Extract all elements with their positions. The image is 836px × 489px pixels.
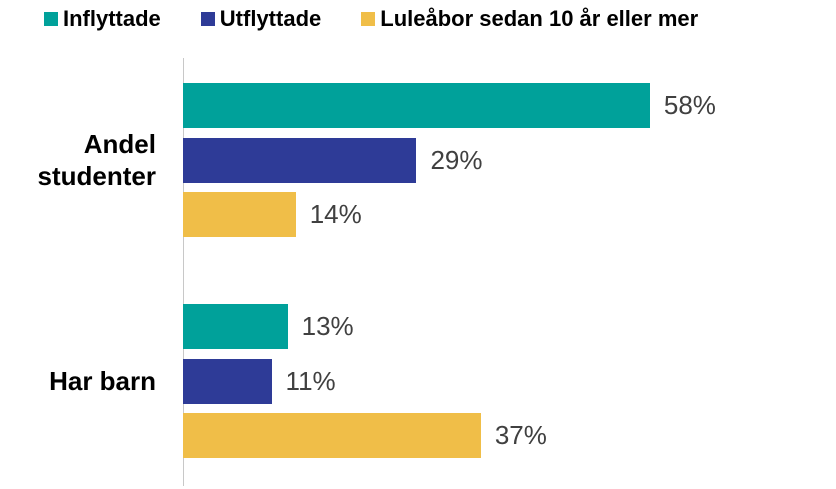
legend-label: Utflyttade	[219, 6, 322, 31]
category-label: Andel studenter	[37, 129, 156, 191]
bar	[183, 304, 288, 349]
bar	[183, 137, 417, 183]
legend-item: Luleåbor sedan 10 år eller mer	[361, 6, 698, 32]
category-axis	[183, 58, 184, 486]
legend-swatch	[361, 12, 376, 26]
legend-item: Utflyttade	[200, 6, 322, 32]
legend-item: Inflyttade	[44, 6, 161, 32]
value-label: 29%	[430, 144, 483, 175]
legend: Inflyttade Utflyttade Luleåbor sedan 10 år…	[44, 6, 698, 32]
bar	[183, 83, 650, 128]
bar	[183, 358, 272, 404]
legend-label: Luleåbor sedan 10 år eller mer	[380, 6, 699, 31]
legend-label: Inflyttade	[63, 6, 161, 31]
value-label: 14%	[309, 199, 362, 229]
value-label: 13%	[301, 311, 354, 341]
category-label: Har barn	[49, 366, 156, 396]
legend-swatch	[44, 12, 58, 26]
bar	[183, 192, 296, 237]
value-label: 37%	[494, 420, 547, 450]
value-label: 58%	[663, 90, 716, 120]
bar	[183, 413, 481, 458]
value-label: 11%	[285, 365, 336, 396]
legend-swatch	[200, 12, 215, 26]
